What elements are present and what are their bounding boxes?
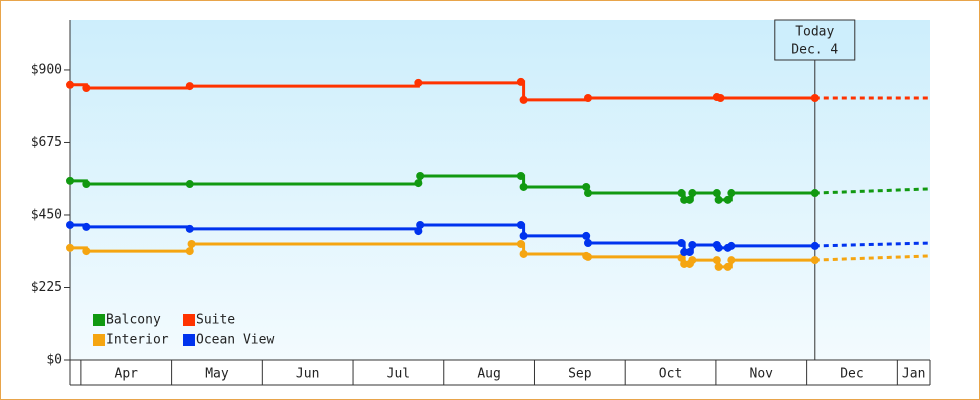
point — [82, 247, 91, 256]
point — [688, 189, 697, 198]
point — [583, 239, 592, 248]
point — [582, 231, 591, 240]
point — [66, 80, 74, 89]
x-tick-label: Jan — [902, 367, 925, 382]
y-tick-label: $225 — [31, 280, 62, 295]
point — [688, 240, 697, 249]
point — [712, 189, 721, 198]
point — [714, 195, 723, 204]
point — [185, 247, 194, 256]
projection-line — [814, 254, 931, 262]
point — [712, 256, 721, 265]
point — [727, 189, 736, 198]
point — [810, 241, 819, 250]
point — [714, 243, 723, 252]
projection-line — [814, 187, 931, 195]
point — [519, 182, 528, 191]
point — [516, 220, 525, 229]
x-tick-label: Sep — [568, 367, 592, 382]
point — [714, 262, 723, 271]
projection-line — [814, 241, 931, 248]
point — [516, 171, 525, 180]
today-box — [774, 19, 856, 61]
point — [414, 179, 423, 188]
point — [187, 239, 196, 248]
legend-label: Ocean View — [196, 333, 274, 348]
point — [677, 189, 686, 198]
legend-label: Suite — [196, 313, 235, 328]
legend-label: Balcony — [106, 313, 161, 328]
y-tick-label: $450 — [31, 207, 62, 222]
point — [185, 180, 194, 189]
point — [727, 241, 736, 250]
legend-swatch — [93, 334, 105, 346]
today-label: Dec. 4 — [791, 43, 838, 58]
y-tick-label: $675 — [31, 135, 62, 150]
x-tick-label: Aug — [477, 367, 500, 382]
point — [516, 239, 525, 248]
point — [727, 256, 736, 265]
point — [516, 77, 525, 86]
x-tick-label: Jun — [296, 367, 319, 382]
x-tick-label: Apr — [115, 367, 139, 382]
today-label: Today — [795, 25, 834, 40]
legend-swatch — [183, 314, 195, 326]
point — [810, 93, 819, 102]
point — [688, 256, 697, 265]
point — [723, 195, 732, 204]
x-tick-label: Jul — [387, 367, 410, 382]
y-tick-label: $0 — [46, 353, 62, 368]
legend-swatch — [183, 334, 195, 346]
x-tick-label: May — [205, 367, 229, 382]
legend-label: Interior — [106, 333, 169, 348]
plot-area — [70, 20, 930, 360]
point — [519, 95, 528, 104]
point — [416, 171, 425, 180]
point — [677, 239, 686, 248]
point — [66, 243, 74, 252]
x-tick-label: Dec — [840, 367, 863, 382]
point — [723, 262, 732, 271]
point — [185, 82, 194, 91]
point — [414, 78, 423, 87]
point — [66, 220, 74, 229]
point — [416, 220, 425, 229]
point — [685, 248, 694, 257]
x-tick-label: Oct — [659, 367, 682, 382]
point — [82, 222, 91, 231]
point — [583, 93, 592, 102]
point — [185, 224, 194, 233]
point — [716, 93, 725, 102]
legend-swatch — [93, 314, 105, 326]
point — [685, 195, 694, 204]
point — [414, 227, 423, 236]
point — [583, 189, 592, 198]
point — [582, 182, 591, 191]
x-tick-label: Nov — [750, 367, 774, 382]
point — [810, 189, 819, 198]
point — [810, 256, 819, 265]
point — [66, 176, 74, 185]
point — [82, 180, 91, 189]
y-tick-label: $900 — [31, 62, 62, 77]
point — [519, 249, 528, 258]
point — [583, 252, 592, 261]
point — [82, 84, 91, 92]
point — [519, 231, 528, 240]
